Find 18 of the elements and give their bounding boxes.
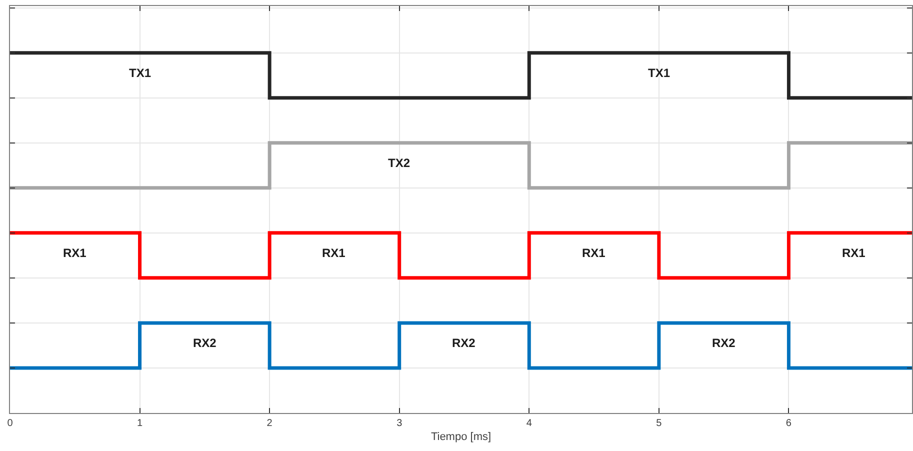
annotation: RX2 xyxy=(193,336,217,350)
x-tick-label: 0 xyxy=(7,418,14,429)
annotation: TX1 xyxy=(648,66,670,80)
x-tick-label: 3 xyxy=(396,418,403,429)
annotation: RX2 xyxy=(452,336,476,350)
x-tick-label: 5 xyxy=(656,418,662,429)
annotation: RX1 xyxy=(322,246,346,260)
x-tick-label: 2 xyxy=(266,418,273,429)
x-tick-label: 4 xyxy=(526,418,532,429)
annotation: TX1 xyxy=(129,66,152,80)
x-tick-label: 1 xyxy=(137,418,143,429)
annotation: TX2 xyxy=(388,156,410,170)
annotation: RX2 xyxy=(712,336,736,350)
x-axis-title: Tiempo [ms] xyxy=(430,431,492,444)
annotation: RX1 xyxy=(582,246,606,260)
annotation: RX1 xyxy=(63,246,87,260)
annotation: RX1 xyxy=(842,246,866,260)
x-tick-label: 6 xyxy=(786,418,792,429)
